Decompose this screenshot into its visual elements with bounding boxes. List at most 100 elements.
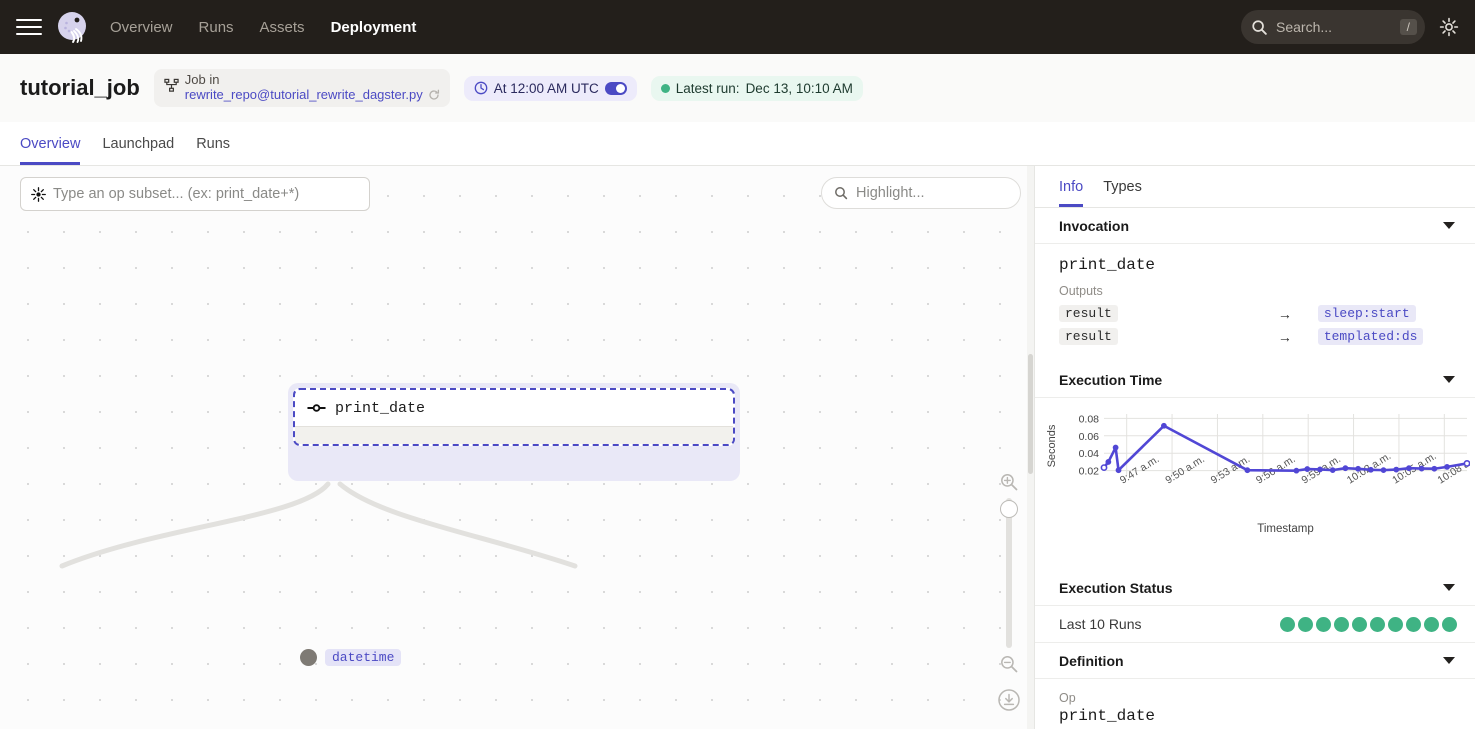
output-row: result → templated:ds: [1059, 325, 1451, 348]
section-header-invocation[interactable]: Invocation: [1035, 208, 1475, 244]
chart-data-point: [1431, 465, 1438, 472]
run-status-dot[interactable]: [1334, 616, 1349, 632]
global-search-input[interactable]: Search... /: [1241, 10, 1425, 44]
global-search-placeholder: Search...: [1276, 19, 1333, 35]
chevron-down-icon[interactable]: [1443, 376, 1455, 383]
tab-overview[interactable]: Overview: [20, 136, 81, 165]
chart-data-point: [1406, 465, 1412, 472]
zoom-in-icon[interactable]: [999, 472, 1019, 492]
chart-data-point: [1393, 466, 1400, 473]
highlight-placeholder: Highlight...: [856, 185, 925, 201]
page-header: tutorial_job Job in rewrite_repo@tutoria…: [0, 54, 1475, 122]
schedule-badge[interactable]: At 12:00 AM UTC: [463, 75, 637, 101]
chart-data-point: [1100, 464, 1108, 471]
output-target[interactable]: sleep:start: [1317, 305, 1416, 322]
op-node-print-date-label: print_date: [335, 399, 426, 417]
last-runs-label: Last 10 Runs: [1059, 616, 1142, 632]
nav-link-assets[interactable]: Assets: [259, 18, 305, 36]
chart-data-point: [1367, 466, 1374, 473]
job-repository-name: rewrite_repo@tutorial_rewrite_dagster.py: [184, 87, 423, 102]
chart-ytick-label: 0.06: [1079, 431, 1100, 443]
nav-link-deployment[interactable]: Deployment: [330, 18, 417, 36]
panel-tab-types[interactable]: Types: [1103, 179, 1142, 195]
highlight-input[interactable]: Highlight...: [821, 177, 1021, 209]
run-status-dot[interactable]: [1298, 616, 1313, 632]
port-print-date-output[interactable]: datetime: [300, 649, 402, 666]
run-status-dot[interactable]: [1370, 616, 1385, 632]
dagster-logo[interactable]: [52, 7, 92, 47]
run-status-dot[interactable]: [1442, 616, 1457, 632]
run-status-dot[interactable]: [1316, 616, 1331, 632]
section-header-execution-status[interactable]: Execution Status: [1035, 570, 1475, 606]
details-panel: Info Types Invocation print_date Outputs…: [1034, 166, 1475, 729]
gear-icon[interactable]: [1439, 17, 1459, 37]
scrollbar-thumb[interactable]: [1028, 354, 1033, 474]
chevron-down-icon[interactable]: [1443, 222, 1455, 229]
canvas-zoom-controls: [992, 472, 1026, 712]
tab-runs[interactable]: Runs: [196, 136, 231, 152]
chart-data-point: [1115, 467, 1122, 474]
run-status-dot[interactable]: [1424, 616, 1439, 632]
refresh-icon[interactable]: [428, 89, 440, 101]
output-target[interactable]: templated:ds: [1317, 328, 1424, 345]
outputs-label: Outputs: [1059, 284, 1103, 298]
chart-data-point: [1317, 466, 1323, 473]
search-shortcut-key: /: [1399, 19, 1417, 35]
job-repository-link[interactable]: rewrite_repo@tutorial_rewrite_dagster.py: [184, 87, 440, 103]
schedule-toggle[interactable]: [604, 81, 627, 95]
section-header-execution-time[interactable]: Execution Time: [1035, 362, 1475, 398]
op-graph-canvas[interactable]: Type an op subset... (ex: print_date+*) …: [0, 166, 1034, 729]
chevron-down-icon[interactable]: [1443, 584, 1455, 591]
chart-data-point: [1329, 467, 1336, 474]
run-status-dot[interactable]: [1388, 616, 1403, 632]
op-node-print-date-body: [295, 426, 733, 444]
nav-link-runs[interactable]: Runs: [198, 18, 234, 36]
graph-edges: [59, 481, 578, 569]
execution-time-line-chart: 0.020.040.060.089:47 a.m. 9:50 a.m. 9:53 a…: [1046, 413, 1475, 535]
job-repository-badge[interactable]: Job in rewrite_repo@tutorial_rewrite_dag…: [153, 69, 450, 107]
section-title-execution-status: Execution Status: [1059, 579, 1173, 596]
run-status-dots[interactable]: [1280, 616, 1457, 632]
latest-run-badge[interactable]: Latest run: Dec 13, 10:10 AM: [650, 75, 863, 101]
chart-xtick-label: 9:50 a.m.: [1163, 453, 1206, 486]
zoom-out-icon[interactable]: [999, 654, 1019, 674]
output-name: result: [1059, 305, 1118, 322]
download-icon[interactable]: [997, 688, 1021, 712]
chart-data-point: [1355, 465, 1361, 472]
panel-tabs: Info Types: [1035, 166, 1475, 208]
chart-data-point: [1112, 444, 1119, 451]
chart-data-point: [1293, 467, 1300, 474]
op-subset-input[interactable]: Type an op subset... (ex: print_date+*): [20, 177, 370, 211]
chevron-down-icon[interactable]: [1443, 657, 1455, 664]
last-runs-row: Last 10 Runs: [1035, 606, 1475, 643]
op-node-print-date[interactable]: print_date: [293, 388, 735, 446]
section-header-definition[interactable]: Definition: [1035, 643, 1475, 679]
op-selector-icon: [31, 186, 46, 202]
panel-tab-info[interactable]: Info: [1059, 179, 1084, 207]
section-body-invocation: print_date Outputs result → sleep:start …: [1035, 244, 1475, 362]
zoom-slider[interactable]: [1000, 498, 1018, 648]
hamburger-menu-icon[interactable]: [16, 14, 42, 40]
chart-ytick-label: 0.02: [1079, 466, 1100, 478]
chart-data-point: [1342, 465, 1349, 472]
nav-link-overview[interactable]: Overview: [110, 18, 173, 36]
schedule-text: At 12:00 AM UTC: [493, 80, 599, 96]
chart-data-point: [1244, 467, 1251, 474]
top-navigation-bar: Overview Runs Assets Deployment Search..…: [0, 0, 1475, 54]
tab-launchpad[interactable]: Launchpad: [102, 136, 175, 152]
run-status-dot[interactable]: [1280, 616, 1295, 632]
output-name: result: [1059, 328, 1118, 345]
zoom-slider-handle[interactable]: [1000, 500, 1018, 518]
chart-ytick-label: 0.04: [1079, 448, 1100, 460]
search-icon: [1252, 19, 1267, 35]
page-title: tutorial_job: [20, 75, 140, 100]
definition-op-name: print_date: [1059, 707, 1156, 725]
run-status-dot[interactable]: [1352, 616, 1367, 632]
main-nav-links: Overview Runs Assets Deployment: [110, 19, 416, 36]
run-status-dot[interactable]: [1406, 616, 1421, 632]
nav-right-controls: Search... /: [1241, 0, 1459, 54]
clock-icon: [474, 81, 488, 95]
job-tabs: Overview Launchpad Runs: [0, 122, 1475, 166]
canvas-vertical-scrollbar[interactable]: [1027, 166, 1034, 729]
port-knob: [300, 649, 317, 666]
